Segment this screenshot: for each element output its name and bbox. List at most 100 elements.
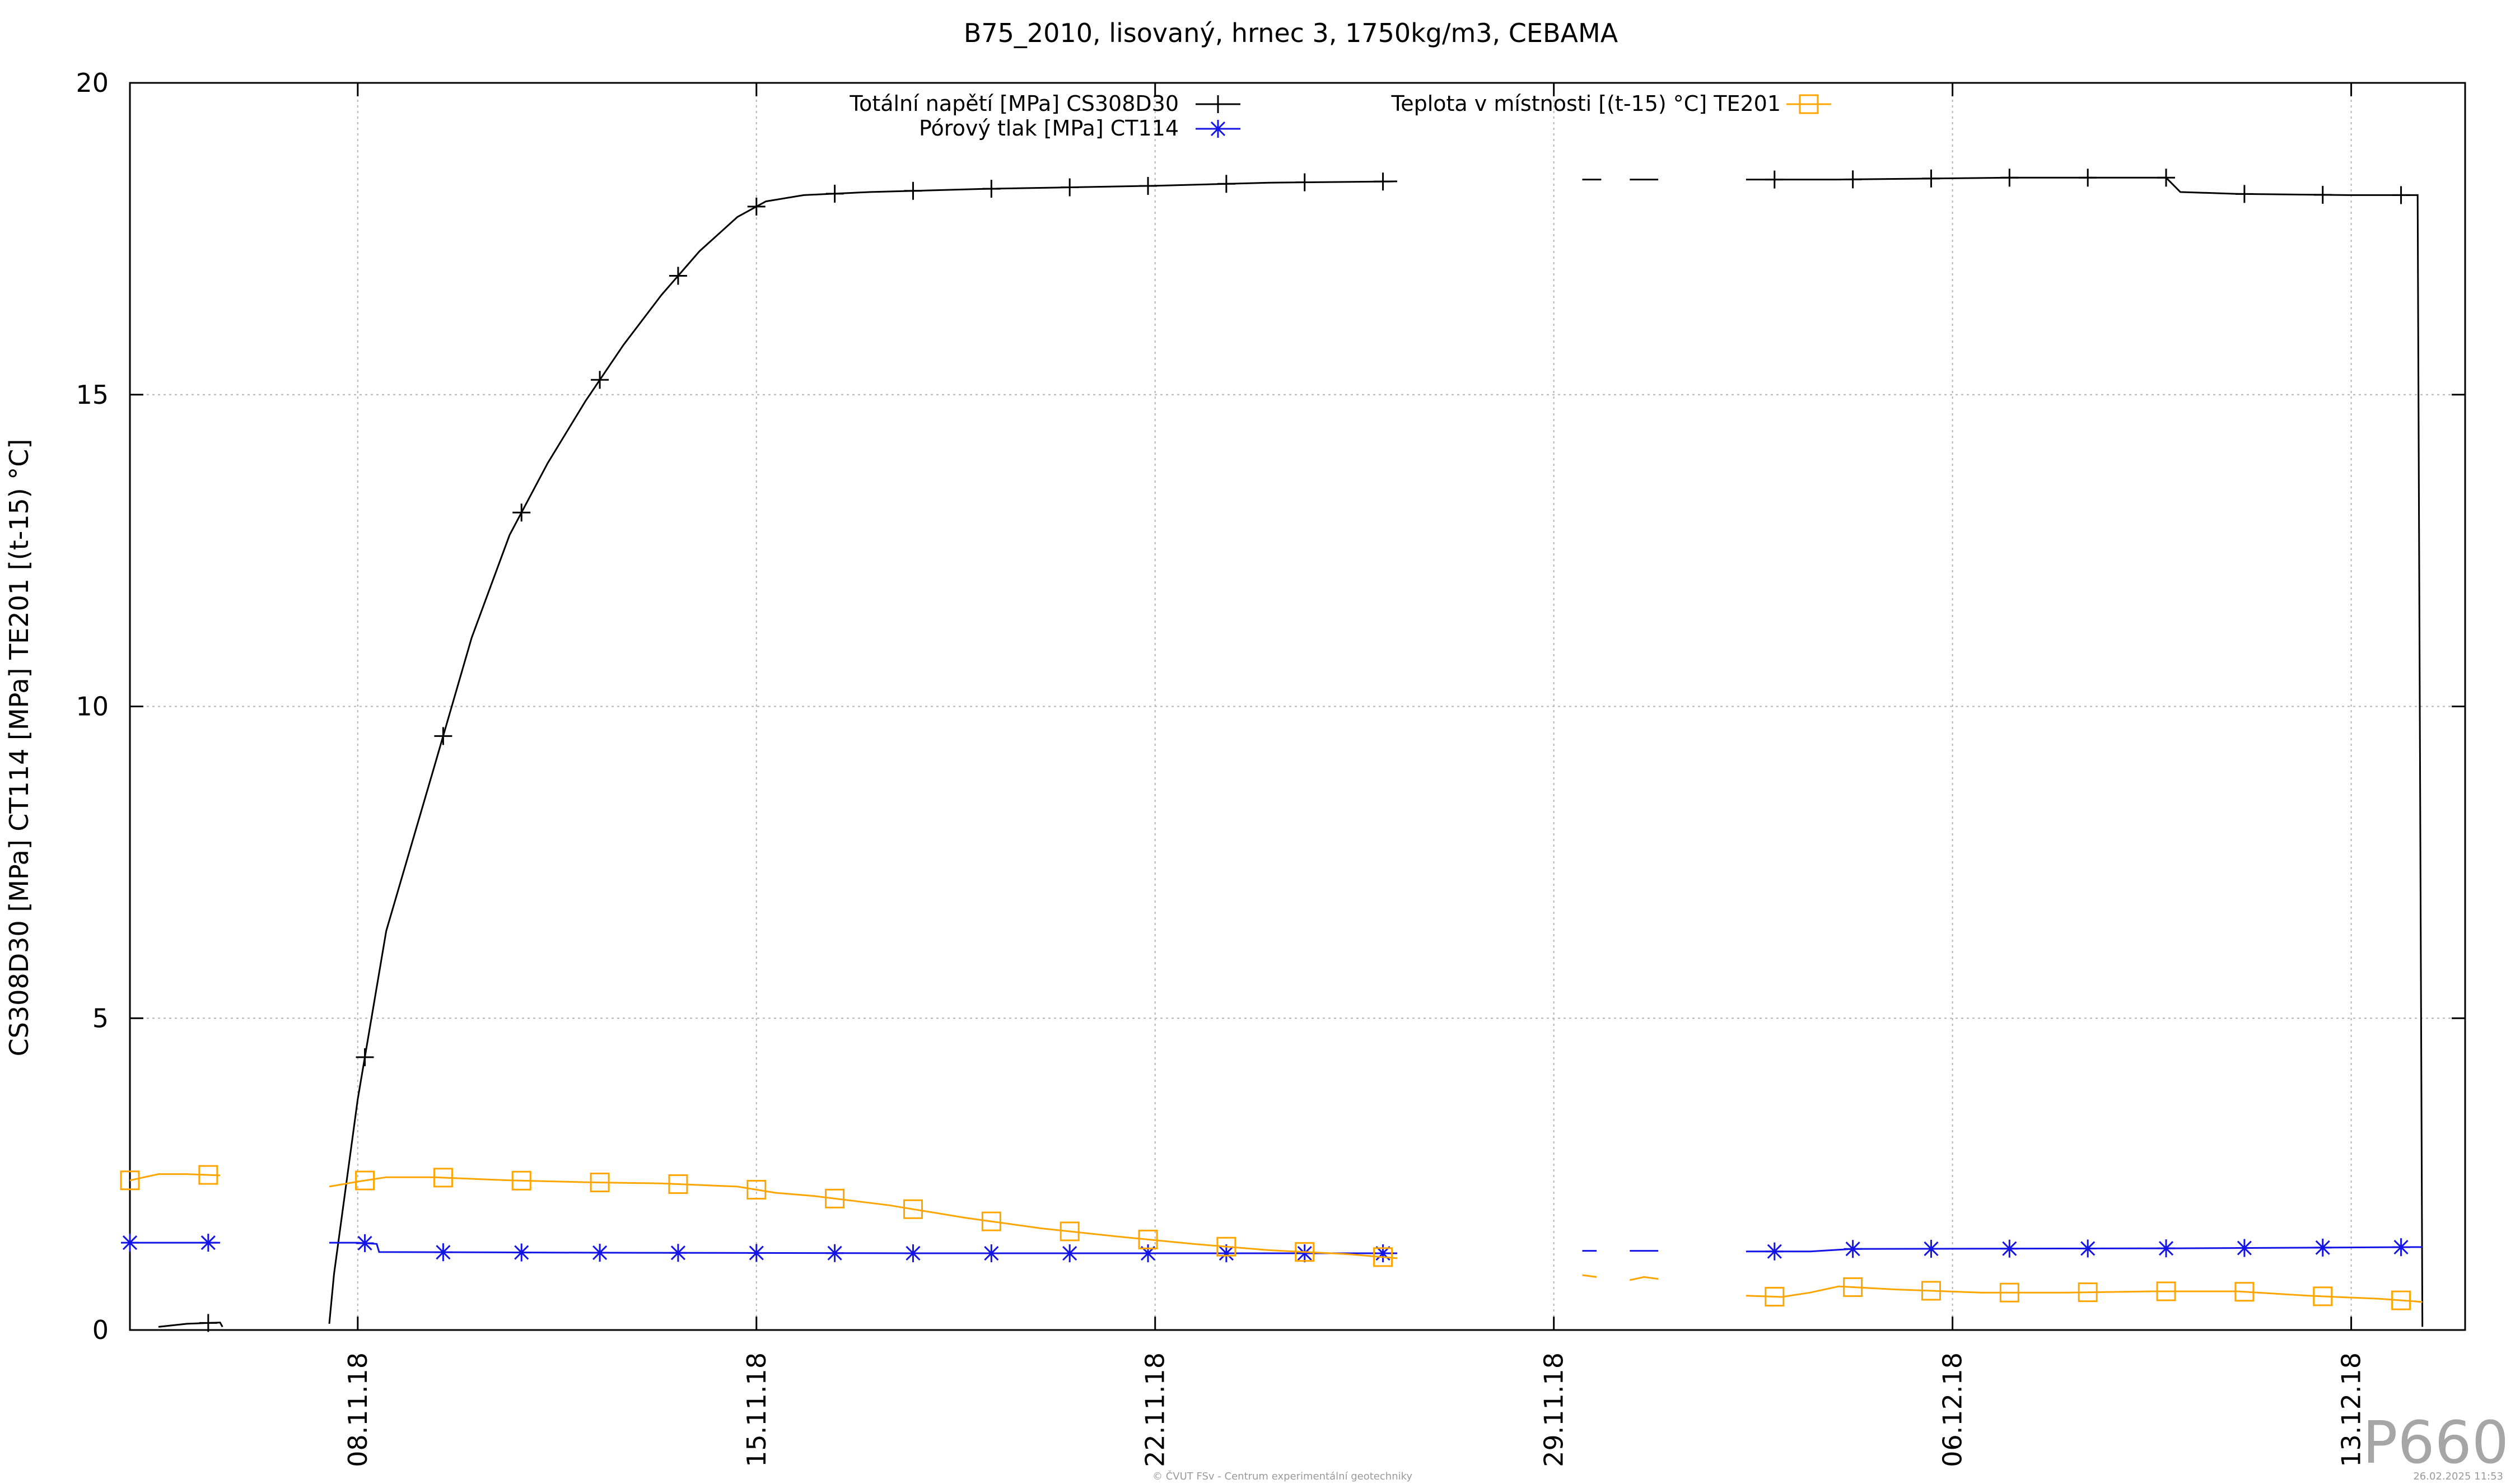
data-point	[1374, 172, 1392, 191]
y-tick-label: 0	[92, 1315, 109, 1345]
data-point	[1060, 1221, 1080, 1242]
plot-axes: 0 5 10 15 20 08.11.18 15.11.18 22.11.18 29.11.18…	[76, 68, 2466, 1467]
data-point	[1139, 176, 1158, 195]
y-tick-label: 5	[92, 1003, 109, 1033]
data-point	[434, 1243, 452, 1262]
data-point	[2235, 185, 2253, 203]
x-tick-label: 15.11.18	[741, 1352, 772, 1467]
data-point	[1061, 178, 1079, 197]
data-point	[2079, 169, 2097, 187]
data-point	[355, 1170, 375, 1191]
data-point	[511, 1170, 531, 1191]
data-point	[356, 1048, 374, 1066]
data-point	[669, 267, 687, 285]
legend-label: Pórový tlak [MPa] CT114	[919, 116, 1179, 141]
x-tick-label: 06.12.18	[1938, 1352, 1968, 1467]
legend-label: Teplota v místnosti [(t-15) °C] TE201	[1390, 91, 1781, 116]
data-point	[199, 1234, 217, 1252]
data-point	[2392, 1238, 2410, 1257]
data-point	[2313, 1286, 2333, 1306]
data-point	[512, 503, 531, 522]
data-point	[2000, 1239, 2019, 1258]
data-point	[825, 1188, 845, 1208]
data-point	[199, 1314, 217, 1332]
data-point	[1922, 169, 1940, 188]
legend-marker	[1209, 95, 1227, 113]
data-point	[904, 181, 922, 200]
data-point	[1844, 170, 1862, 189]
data-point	[1061, 1244, 1079, 1263]
x-tick-label: 29.11.18	[1539, 1352, 1569, 1467]
data-point	[1374, 1244, 1392, 1263]
data-point	[2392, 186, 2410, 204]
data-point	[356, 1234, 374, 1252]
data-point	[669, 1244, 687, 1262]
data-point	[2313, 1238, 2332, 1257]
legend-marker	[1799, 94, 1819, 114]
data-point	[2157, 1239, 2176, 1258]
data-point	[903, 1199, 923, 1219]
data-point	[981, 1211, 1001, 1231]
data-point	[982, 1244, 1001, 1263]
data-point	[1295, 1242, 1315, 1262]
data-point	[198, 1165, 218, 1185]
data-point	[2234, 1282, 2255, 1302]
data-point	[2157, 169, 2176, 187]
data-point	[1216, 1236, 1236, 1257]
data-point	[904, 1244, 922, 1262]
data-point	[591, 1243, 609, 1262]
data-point	[591, 371, 609, 389]
data-point	[825, 184, 844, 203]
data-point	[825, 1244, 844, 1262]
data-point	[2078, 1282, 2098, 1303]
chart-title: B75_2010, lisovaný, hrnec 3, 1750kg/m3, …	[964, 18, 1618, 48]
data-point	[2313, 185, 2332, 204]
series-line	[129, 1173, 221, 1182]
data-point	[2000, 169, 2019, 187]
legend-marker	[1209, 120, 1227, 138]
series-star	[121, 1234, 2423, 1263]
data-point	[2391, 1290, 2411, 1310]
y-tick-label: 10	[76, 692, 109, 722]
series-square	[120, 1165, 2423, 1310]
data-point	[1217, 1244, 1235, 1263]
series-line	[1629, 1276, 1659, 1281]
data-point	[1922, 1239, 1940, 1258]
data-point	[120, 1170, 140, 1191]
y-tick-label: 20	[76, 68, 109, 98]
data-point	[1765, 170, 1784, 189]
series-line	[1582, 1274, 1597, 1278]
data-point	[433, 1168, 453, 1188]
data-point	[1217, 175, 1235, 193]
series-line	[329, 1176, 1398, 1259]
data-point	[1844, 1240, 1862, 1258]
x-tick-label: 13.12.18	[2336, 1352, 2367, 1467]
data-point	[434, 727, 452, 745]
x-tick-label: 08.11.18	[343, 1352, 373, 1467]
legend-entry: Totální napětí [MPa] CS308D30	[849, 91, 1240, 116]
data-point	[746, 1179, 767, 1200]
data-point	[1765, 1287, 1785, 1307]
data-point	[512, 1243, 531, 1262]
data-point	[2156, 1281, 2176, 1301]
data-point	[1138, 1229, 1158, 1249]
series-line	[1746, 1285, 2423, 1303]
y-axis-label: CS308D30 [MPa] CT114 [MPa] TE201 [(t-15)…	[4, 439, 34, 1057]
legend-entry: Teplota v místnosti [(t-15) °C] TE201	[1390, 91, 1831, 116]
data-point	[747, 197, 766, 216]
series-line	[328, 180, 1398, 1324]
x-tick-label: 22.11.18	[1140, 1352, 1170, 1467]
plot-frame	[129, 82, 2466, 1331]
legend-label: Totální napětí [MPa] CS308D30	[849, 91, 1179, 116]
data-point	[2235, 1239, 2253, 1257]
data-point	[121, 1234, 139, 1252]
data-point	[1843, 1277, 1863, 1297]
data-point	[668, 1174, 688, 1194]
data-point	[1139, 1244, 1158, 1263]
legend-entry: Pórový tlak [MPa] CT114	[919, 116, 1240, 141]
series-line	[1746, 176, 2424, 1327]
data-point	[1295, 173, 1314, 192]
data-point	[1999, 1282, 2019, 1303]
data-point	[1373, 1247, 1393, 1267]
